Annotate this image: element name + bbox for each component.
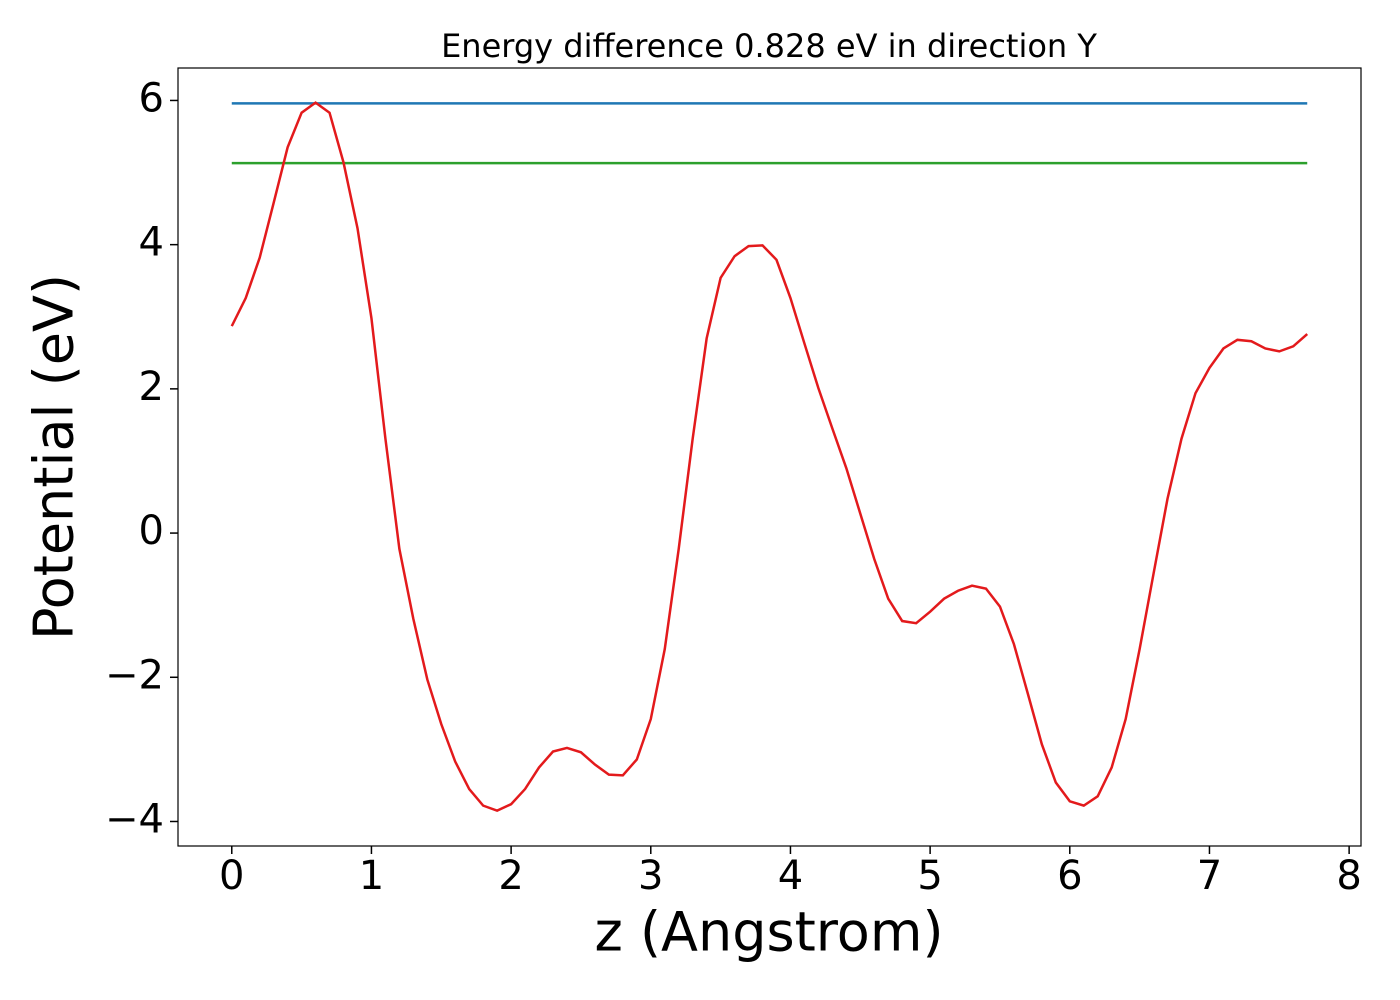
x-tick-label: 5 xyxy=(917,853,942,899)
x-tick-label: 4 xyxy=(778,853,803,899)
y-tick-label: −2 xyxy=(105,652,164,698)
y-tick-label: 6 xyxy=(139,75,164,121)
y-tick-label: −4 xyxy=(105,796,164,842)
x-tick-label: 8 xyxy=(1336,853,1361,899)
x-tick-label: 1 xyxy=(359,853,384,899)
y-axis-label: Potential (eV) xyxy=(23,274,86,640)
x-tick-label: 2 xyxy=(498,853,523,899)
x-tick-label: 7 xyxy=(1197,853,1222,899)
x-tick-label: 0 xyxy=(219,853,244,899)
y-tick-label: 4 xyxy=(139,220,164,266)
x-tick-label: 6 xyxy=(1057,853,1082,899)
y-tick-label: 2 xyxy=(139,364,164,410)
series-line xyxy=(230,101,1309,813)
x-axis-label: z (Angstrom) xyxy=(594,901,943,964)
x-tick-label: 3 xyxy=(638,853,663,899)
plot-frame xyxy=(177,67,1362,847)
chart-title: Energy difference 0.828 eV in direction … xyxy=(441,27,1097,65)
y-tick-label: 0 xyxy=(139,508,164,554)
